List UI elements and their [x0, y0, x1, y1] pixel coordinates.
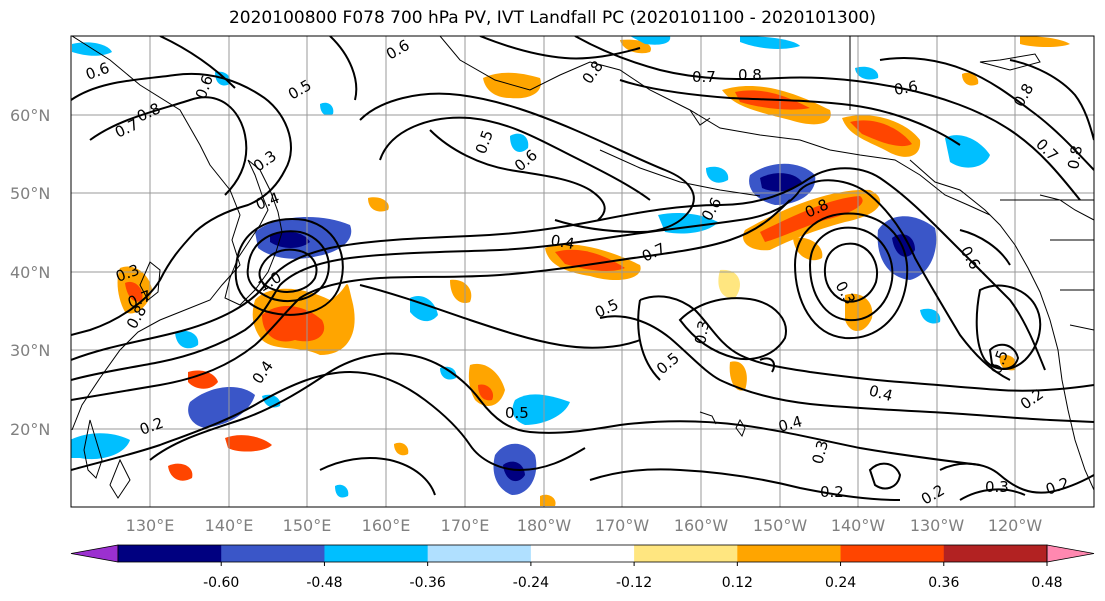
colorbar-tick-label: 0.24: [825, 575, 856, 591]
colorbar-tick-label: -0.36: [410, 575, 446, 591]
lat-label: 30°N: [10, 341, 50, 360]
colorbar-bin: [118, 545, 222, 562]
lon-label: 130°E: [126, 516, 175, 535]
contour-label: 0.7: [692, 68, 716, 86]
contour-label: 0.6: [893, 77, 920, 99]
colorbar-bin: [427, 545, 532, 562]
lat-label: 40°N: [10, 263, 50, 282]
colorbar-tick-label: 0.48: [1031, 575, 1062, 591]
lon-label: 120°W: [988, 516, 1043, 535]
colorbar: [70, 544, 1095, 563]
lat-label: 50°N: [10, 184, 50, 203]
lon-label: 150°E: [283, 516, 332, 535]
contour-label: 0.4: [867, 381, 895, 405]
contour-label: 0.3: [691, 319, 713, 346]
contour-label: 0.8: [738, 66, 762, 84]
contour-label: 0.4: [549, 231, 576, 253]
colorbar-tick-label: 0.12: [722, 575, 753, 591]
colorbar-extend-high: [1046, 544, 1095, 563]
lat-label: 60°N: [10, 106, 50, 125]
lon-label: 160°W: [674, 516, 729, 535]
colorbar-bin: [840, 545, 945, 562]
colorbar-border: [117, 544, 1048, 563]
contour-label: 0.4: [776, 412, 804, 436]
colorbar-extend-low: [70, 544, 119, 563]
lon-label: 170°E: [441, 516, 490, 535]
lat-label: 20°N: [10, 420, 50, 439]
lon-label: 130°W: [910, 516, 965, 535]
coastlines: [71, 36, 1094, 499]
colorbar-tick-label: -0.12: [616, 575, 652, 591]
pv-contours: [71, 36, 1094, 501]
contour-label: 0.5: [505, 404, 529, 422]
colorbar-bin: [737, 545, 842, 562]
colorbar-tick-label: -0.60: [203, 575, 239, 591]
map-title: 2020100800 F078 700 hPa PV, IVT Landfall…: [228, 8, 876, 28]
colorbar-bin: [324, 545, 429, 562]
contour-label: 0.3: [808, 438, 832, 466]
contour-label: 0.8: [1064, 144, 1086, 171]
colorbar-ticks: -0.60 -0.48 -0.36 -0.24 -0.12 0.12 0.24 0.36 0.4…: [203, 562, 1063, 591]
lon-label: 140°E: [205, 516, 254, 535]
lon-label: 140°W: [831, 516, 886, 535]
lon-label: 180°W: [517, 516, 572, 535]
lon-axis: 130°E 140°E 150°E 160°E 170°E 180°W 170°…: [126, 516, 1043, 535]
map-frame: [70, 35, 1095, 508]
colorbar-bin: [221, 545, 325, 562]
lon-label: 150°W: [753, 516, 808, 535]
colorbar-bin: [530, 545, 635, 562]
colorbar-tick-label: 0.36: [928, 575, 959, 591]
contour-label: 0.3: [985, 478, 1009, 496]
contour-label: 0.2: [820, 483, 844, 501]
lon-label: 160°E: [362, 516, 411, 535]
lon-label: 170°W: [595, 516, 650, 535]
colorbar-tick-label: -0.48: [306, 575, 342, 591]
colorbar-bin: [634, 545, 738, 562]
colorbar-tick-label: -0.24: [513, 575, 549, 591]
graticule: [71, 36, 1094, 507]
colorbar-bin: [943, 545, 1048, 562]
pv-shading: [71, 36, 1070, 506]
lat-axis: 60°N 50°N 40°N 30°N 20°N: [10, 106, 50, 439]
